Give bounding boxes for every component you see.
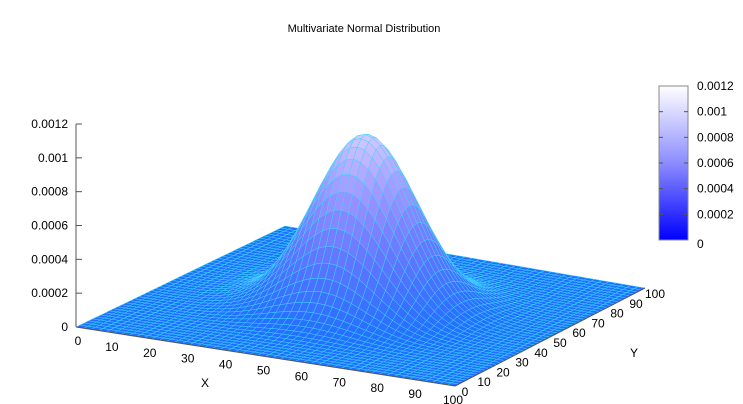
x-tick-label: 30 <box>181 352 195 366</box>
z-tick-label: 0.0004 <box>31 252 68 266</box>
z-axis: 0 0.0002 0.0004 0.0006 0.0008 0.001 0.0012 <box>31 117 82 334</box>
colorbar: 0 0.0002 0.0004 0.0006 0.0008 0.001 0.0012 <box>658 79 734 251</box>
colorbar-tick-label: 0.0008 <box>697 130 734 144</box>
colorbar-tick-label: 0.0002 <box>697 207 734 221</box>
y-tick-label: 30 <box>515 356 529 370</box>
x-tick-label: 90 <box>408 387 422 401</box>
x-tick-label: 60 <box>295 369 309 383</box>
x-tick-label: 80 <box>371 381 385 395</box>
y-tick-label: 0 <box>462 385 469 399</box>
colorbar-tick-label: 0.0012 <box>697 79 734 93</box>
surface-mesh <box>75 134 646 387</box>
x-tick-label: 100 <box>443 393 463 404</box>
x-tick-label: 0 <box>75 334 82 348</box>
x-axis: 0 10 20 30 40 50 60 70 80 90 100 <box>75 334 464 404</box>
x-tick-label: 20 <box>143 346 157 360</box>
x-tick-label: 50 <box>257 364 271 378</box>
y-tick-label: 40 <box>534 346 548 360</box>
y-tick-label: 60 <box>572 326 586 340</box>
z-tick-label: 0.0002 <box>31 286 68 300</box>
colorbar-tick-label: 0 <box>697 237 704 251</box>
z-tick-label: 0.0008 <box>31 185 68 199</box>
colorbar-tick-label: 0.001 <box>697 105 727 119</box>
x-tick-label: 40 <box>219 358 233 372</box>
z-tick-label: 0.001 <box>38 151 68 165</box>
z-tick-label: 0.0012 <box>31 117 68 131</box>
y-tick-label: 70 <box>591 316 605 330</box>
colorbar-tick-label: 0.0006 <box>697 156 734 170</box>
x-tick-label: 10 <box>105 340 119 354</box>
x-tick-label: 70 <box>333 375 347 389</box>
z-tick-label: 0.0006 <box>31 219 68 233</box>
y-tick-label: 20 <box>496 365 510 379</box>
y-tick-label: 50 <box>553 336 567 350</box>
colorbar-tick-label: 0.0004 <box>697 182 734 196</box>
x-axis-label: X <box>201 376 209 390</box>
y-tick-label: 80 <box>610 307 624 321</box>
y-axis-label: Y <box>630 346 638 360</box>
y-tick-label: 90 <box>629 297 643 311</box>
chart-title: Multivariate Normal Distribution <box>288 23 441 35</box>
y-tick-label: 10 <box>477 375 491 389</box>
z-tick-label: 0 <box>61 320 68 334</box>
y-tick-label: 100 <box>645 287 665 301</box>
